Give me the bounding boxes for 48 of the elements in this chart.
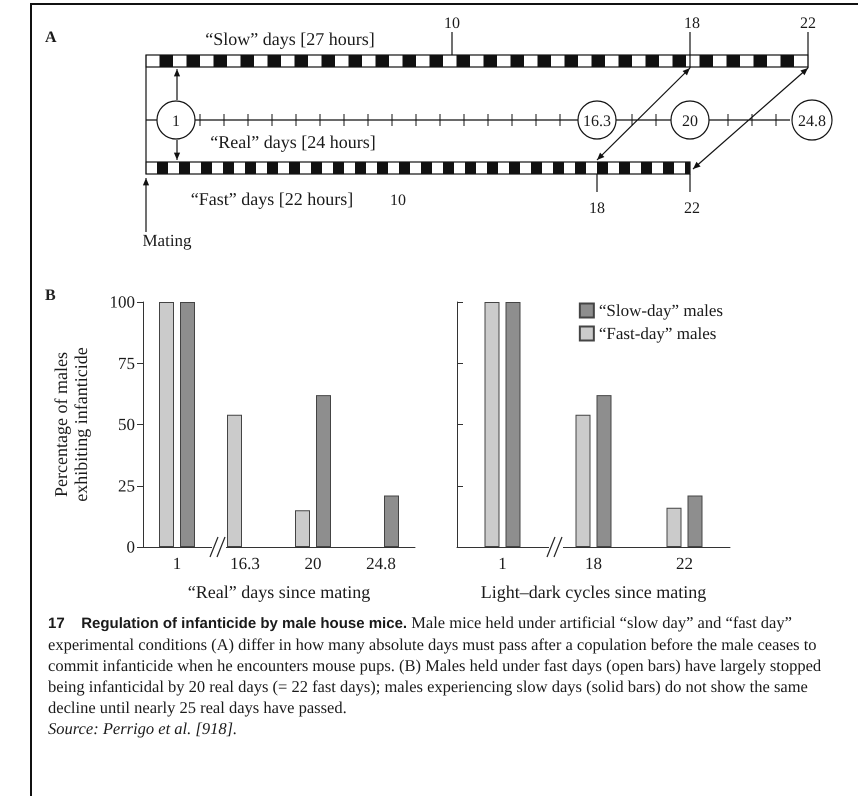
text: 22 xyxy=(684,200,700,217)
x-tick-label: 22 xyxy=(676,554,693,573)
y-tick-label: 50 xyxy=(118,415,135,434)
text: 1 xyxy=(172,113,180,130)
x-tick-label: 24.8 xyxy=(366,554,396,573)
y-axis-title: Percentage of males exhibiting infanticide xyxy=(51,347,91,502)
bar xyxy=(484,302,500,547)
y-tick-label: 75 xyxy=(118,354,135,373)
bar xyxy=(688,496,702,547)
text: “Slow” days [27 hours] xyxy=(205,29,375,49)
y-tick-label: 25 xyxy=(118,476,135,496)
x-tick-label: 1 xyxy=(172,554,182,573)
bar xyxy=(506,302,520,547)
text: “Fast” days [22 hours] xyxy=(190,189,354,209)
y-tick-label: 0 xyxy=(126,538,135,556)
text: 18 xyxy=(589,200,605,217)
text: 24.8 xyxy=(798,113,826,130)
source-note: Source: Perrigo et al. [918]. xyxy=(48,718,238,739)
text: 20 xyxy=(682,113,698,130)
text: A xyxy=(45,29,57,46)
bar xyxy=(227,414,242,547)
bar xyxy=(180,302,195,547)
text: 10 xyxy=(444,15,460,32)
bar xyxy=(576,414,590,547)
x-tick-label: 16.3 xyxy=(230,554,260,573)
text: Regulation of infanticide by male house mice. xyxy=(81,615,408,632)
text: Mating xyxy=(142,231,192,250)
x-axis-title: “Real” days since mating xyxy=(188,582,370,602)
text: “Real” days [24 hours] xyxy=(210,132,376,152)
legend-label: “Slow-day” males xyxy=(598,301,723,320)
x-tick-label: 20 xyxy=(304,554,322,573)
bar xyxy=(596,395,612,547)
bar xyxy=(316,395,331,547)
bar xyxy=(295,510,310,547)
bar xyxy=(159,302,174,547)
x-tick-label: 1 xyxy=(498,554,507,573)
text: 16.3 xyxy=(583,113,611,130)
text: 18 xyxy=(684,15,700,32)
text: 17 xyxy=(48,615,65,632)
text: 22 xyxy=(800,15,816,32)
legend-label: “Fast-day” males xyxy=(598,324,716,343)
chart-title: B xyxy=(45,287,56,305)
text: 10 xyxy=(390,192,406,209)
x-tick-label: 18 xyxy=(585,554,602,573)
x-axis-title: Light–dark cycles since mating xyxy=(480,582,706,602)
bar xyxy=(384,496,399,547)
bar xyxy=(666,508,682,547)
y-tick-label: 100 xyxy=(110,292,135,312)
